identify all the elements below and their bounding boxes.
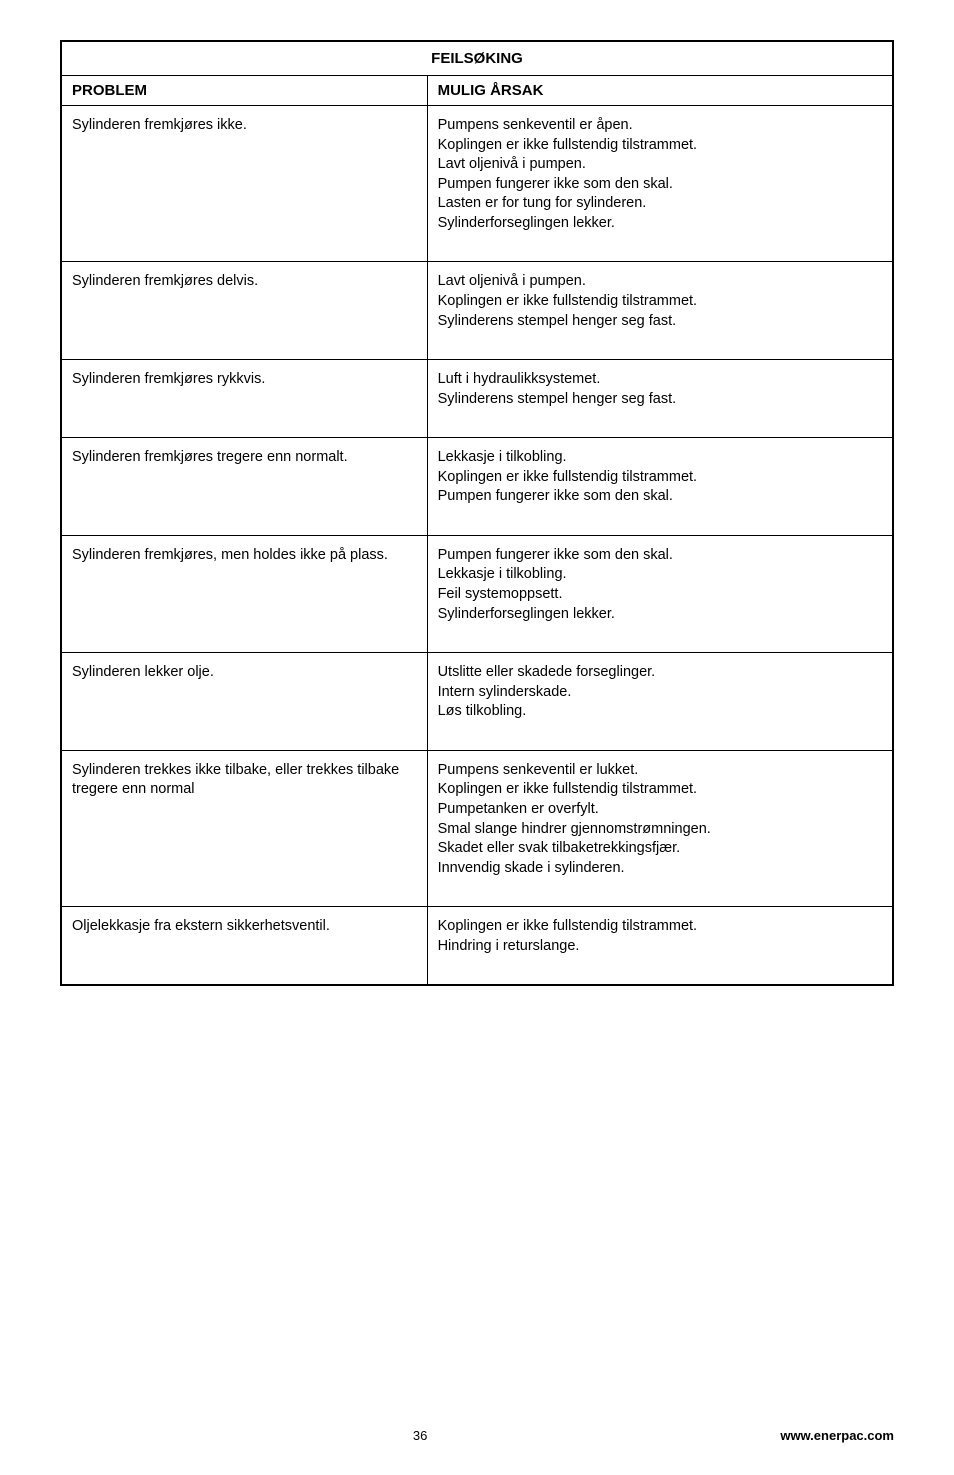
table-row: Sylinderen fremkjøres ikke. Pumpens senk… bbox=[61, 106, 893, 262]
table-row: Sylinderen fremkjøres tregere enn normal… bbox=[61, 438, 893, 536]
problem-cell: Sylinderen fremkjøres delvis. bbox=[61, 262, 427, 360]
table-body: Sylinderen fremkjøres ikke. Pumpens senk… bbox=[61, 106, 893, 986]
table-row: Sylinderen fremkjøres delvis. Lavt oljen… bbox=[61, 262, 893, 360]
page-footer: 36 www.enerpac.com bbox=[60, 1428, 894, 1443]
problem-cell: Sylinderen lekker olje. bbox=[61, 653, 427, 751]
table-row: Oljelekkasje fra ekstern sikkerhetsventi… bbox=[61, 907, 893, 986]
table-title: FEILSØKING bbox=[61, 41, 893, 76]
cause-cell: Luft i hydraulikksystemet.Sylinderens st… bbox=[427, 360, 893, 438]
cause-cell: Utslitte eller skadede forseglinger.Inte… bbox=[427, 653, 893, 751]
table-row: Sylinderen trekkes ikke tilbake, eller t… bbox=[61, 750, 893, 906]
troubleshooting-table: FEILSØKING PROBLEM MULIG ÅRSAK Sylindere… bbox=[60, 40, 894, 986]
problem-cell: Sylinderen fremkjøres tregere enn normal… bbox=[61, 438, 427, 536]
problem-cell: Sylinderen trekkes ikke tilbake, eller t… bbox=[61, 750, 427, 906]
footer-url: www.enerpac.com bbox=[780, 1428, 894, 1443]
page-number: 36 bbox=[60, 1428, 780, 1443]
table-header-row: PROBLEM MULIG ÅRSAK bbox=[61, 76, 893, 106]
cause-cell: Lekkasje i tilkobling.Koplingen er ikke … bbox=[427, 438, 893, 536]
problem-cell: Sylinderen fremkjøres ikke. bbox=[61, 106, 427, 262]
table-row: Sylinderen lekker olje. Utslitte eller s… bbox=[61, 653, 893, 751]
cause-cell: Pumpen fungerer ikke som den skal.Lekkas… bbox=[427, 535, 893, 652]
page-container: FEILSØKING PROBLEM MULIG ÅRSAK Sylindere… bbox=[0, 0, 954, 1475]
column-header-cause: MULIG ÅRSAK bbox=[427, 76, 893, 106]
problem-cell: Sylinderen fremkjøres, men holdes ikke p… bbox=[61, 535, 427, 652]
cause-cell: Lavt oljenivå i pumpen.Koplingen er ikke… bbox=[427, 262, 893, 360]
problem-cell: Oljelekkasje fra ekstern sikkerhetsventi… bbox=[61, 907, 427, 986]
table-row: Sylinderen fremkjøres, men holdes ikke p… bbox=[61, 535, 893, 652]
cause-cell: Pumpens senkeventil er lukket.Koplingen … bbox=[427, 750, 893, 906]
table-row: Sylinderen fremkjøres rykkvis. Luft i hy… bbox=[61, 360, 893, 438]
cause-cell: Pumpens senkeventil er åpen.Koplingen er… bbox=[427, 106, 893, 262]
problem-cell: Sylinderen fremkjøres rykkvis. bbox=[61, 360, 427, 438]
column-header-problem: PROBLEM bbox=[61, 76, 427, 106]
cause-cell: Koplingen er ikke fullstendig tilstramme… bbox=[427, 907, 893, 986]
table-title-row: FEILSØKING bbox=[61, 41, 893, 76]
